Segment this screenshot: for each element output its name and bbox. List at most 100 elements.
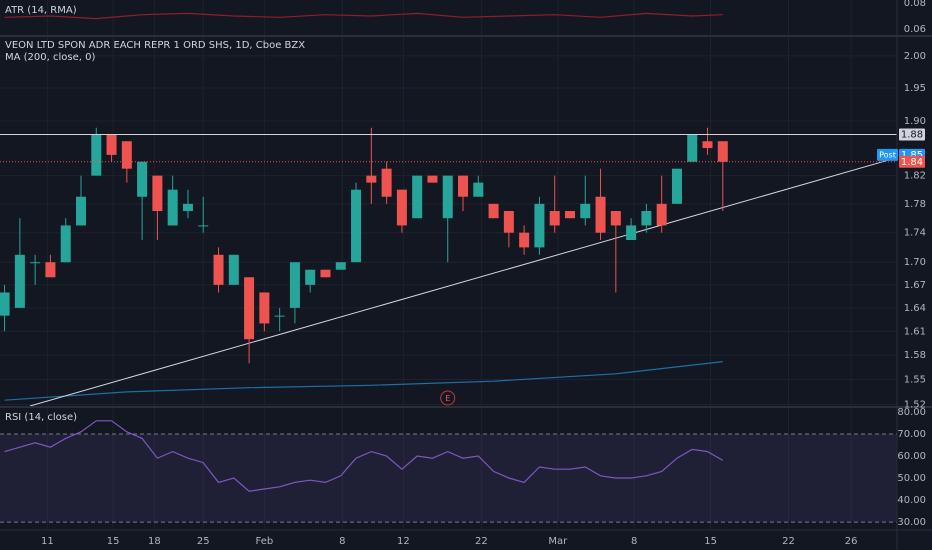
candle-body — [335, 262, 346, 270]
candle-body — [473, 182, 484, 197]
candle-body — [488, 203, 499, 219]
candle-body — [60, 225, 71, 263]
y-tick-label: 1.64 — [904, 303, 926, 314]
x-tick-label: 22 — [475, 536, 488, 547]
candle-body — [702, 141, 713, 149]
y-tick-label: 0.08 — [904, 0, 926, 9]
y-tick-label: 1.52 — [904, 399, 926, 410]
x-tick-label: 18 — [148, 536, 161, 547]
candle-body — [687, 134, 698, 162]
candle-body — [289, 262, 300, 308]
x-tick-label: Mar — [548, 536, 568, 547]
candle-body — [656, 203, 667, 226]
candle-body — [396, 189, 407, 226]
candle-body — [244, 277, 255, 340]
candle-body — [75, 196, 86, 226]
y-tick-label: 30.00 — [897, 517, 926, 528]
earnings-label: E — [445, 394, 450, 403]
trend-line — [29, 157, 898, 407]
labels: ATR (14, RMA) VEON LTD SPON ADR EACH REP… — [5, 0, 926, 547]
post-price: 1.85 — [901, 150, 923, 161]
y-tick-label: 80.00 — [897, 407, 926, 418]
candle-body — [137, 161, 148, 197]
y-tick-label: 1.58 — [904, 350, 926, 361]
series-line — [4, 361, 723, 401]
x-tick-label: 11 — [41, 536, 54, 547]
y-tick-label: 1.74 — [904, 228, 926, 239]
candle-body — [351, 189, 362, 263]
x-tick-label: 8 — [631, 536, 637, 547]
y-tick-label: 2.00 — [904, 51, 926, 62]
last-price: 1.84 — [901, 157, 923, 168]
candle-body — [427, 175, 438, 183]
series-line — [4, 12, 723, 20]
candle-body — [580, 203, 591, 219]
candle-body — [0, 292, 10, 316]
last-price-box — [899, 155, 925, 168]
earnings-marker — [440, 390, 456, 406]
candle-body — [30, 262, 41, 264]
x-tick-label: Feb — [256, 536, 274, 547]
x-tick-label: 22 — [782, 536, 795, 547]
candle-body — [381, 168, 392, 197]
atr-legend: ATR (14, RMA) — [5, 5, 77, 16]
candle-body — [717, 141, 728, 162]
y-tick-label: 50.00 — [897, 473, 926, 484]
candle-body — [564, 211, 575, 219]
y-tick-label: 0.06 — [904, 24, 926, 35]
candle-body — [519, 232, 530, 248]
y-tick-label: 1.70 — [904, 257, 926, 268]
candle-body — [228, 254, 239, 285]
hline-price-box — [899, 128, 925, 141]
y-tick-label: 1.61 — [904, 326, 926, 337]
y-tick-label: 1.90 — [904, 116, 926, 127]
post-tag-label: Post — [879, 150, 896, 159]
candle-body — [259, 292, 270, 324]
x-tick-label: 25 — [197, 536, 210, 547]
candle-body — [366, 175, 377, 183]
post-tag — [877, 148, 898, 161]
candle-body — [167, 189, 178, 226]
x-tick-label: 15 — [107, 536, 120, 547]
y-tick-label: 1.82 — [904, 171, 926, 182]
y-tick-label: 1.78 — [904, 199, 926, 210]
candle-body — [412, 175, 423, 219]
x-tick-label: 26 — [845, 536, 858, 547]
grid — [0, 0, 897, 530]
y-tick-label: 60.00 — [897, 451, 926, 462]
candle-body — [320, 269, 331, 278]
y-tick-label: 1.55 — [904, 375, 926, 386]
series-line — [4, 420, 724, 492]
marks — [0, 12, 898, 523]
y-tick-label: 1.95 — [904, 83, 926, 94]
candle-body — [626, 225, 637, 241]
ma-legend: MA (200, close, 0) — [5, 52, 95, 63]
candle-body — [534, 203, 545, 248]
candle-body — [610, 211, 621, 226]
x-tick-label: 12 — [397, 536, 410, 547]
rsi-legend: RSI (14, close) — [5, 412, 77, 423]
candle-body — [442, 175, 453, 219]
candle-body — [14, 254, 25, 308]
x-tick-label: 8 — [339, 536, 345, 547]
candle-body — [274, 315, 285, 317]
candle-body — [671, 168, 682, 204]
rsi-band — [0, 433, 897, 523]
candle-body — [549, 211, 560, 226]
x-tick-label: 15 — [704, 536, 717, 547]
candle-body — [305, 269, 316, 285]
candle-body — [503, 211, 514, 233]
candle-body — [595, 196, 606, 233]
candle-body — [182, 203, 193, 212]
main-legend: VEON LTD SPON ADR EACH REPR 1 ORD SHS, 1… — [5, 40, 305, 51]
candle-body — [45, 262, 56, 278]
candle-body — [152, 175, 163, 212]
y-tick-label: 70.00 — [897, 429, 926, 440]
hline-price: 1.88 — [901, 129, 923, 140]
candle-body — [121, 141, 132, 169]
y-tick-label: 40.00 — [897, 495, 926, 506]
candle-body — [641, 211, 652, 226]
candle-body — [91, 134, 102, 176]
